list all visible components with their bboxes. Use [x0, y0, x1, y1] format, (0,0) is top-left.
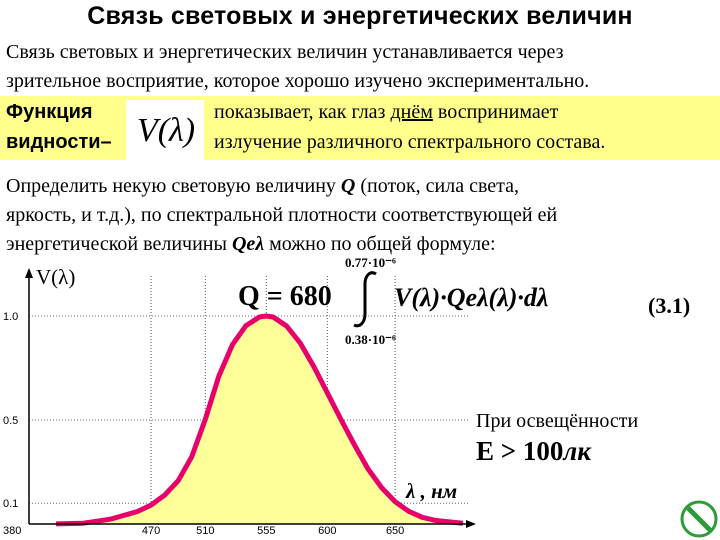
visibility-curve	[56, 313, 464, 527]
visibility-chart: V(λ) λ , нм 0.1 0.5 1.0 380 470 510 555 600 650	[3, 265, 476, 537]
visibility-function-symbol: V(λ)	[136, 112, 196, 149]
integral-sign	[353, 271, 377, 328]
quantity-q: Q	[340, 175, 356, 197]
x-tick-label: 470	[142, 525, 160, 537]
x-axis-arrow	[466, 520, 476, 528]
highlight-text-line-2: излучение различного спектрального соста…	[214, 131, 606, 153]
illumination-condition: E > 100лк	[476, 436, 591, 467]
highlight-text-post: воспринимает	[432, 101, 559, 123]
formula-upper-limit: 0.77·10⁻⁶	[345, 255, 396, 270]
intro-text: Связь световых и энергетических величин …	[6, 38, 716, 96]
intro-line-2: зрительное восприятие, которое хорошо из…	[6, 70, 590, 92]
paragraph-line-1-pre: Определить некую световую величину	[6, 175, 341, 197]
page-title: Связь световых и энергетических величин	[87, 2, 633, 30]
formula-integrand: V(λ)·Qeλ(λ)·dλ	[394, 283, 549, 312]
x-tick-label: 510	[196, 525, 214, 537]
x-tick-label: 555	[257, 525, 275, 537]
symbol-box	[126, 100, 204, 160]
paragraph-line-3-pre: энергетической величины	[6, 233, 232, 255]
y-axis-arrow	[25, 268, 33, 278]
x-tick-label: 650	[386, 525, 404, 537]
illumination-text: При освещённости	[476, 410, 639, 432]
quantity-qe: Qeλ	[231, 233, 265, 255]
y-tick-label: 1.0	[3, 311, 18, 323]
illumination-unit: лк	[563, 436, 591, 466]
function-label: Функция	[6, 101, 93, 123]
paragraph-line-3: энергетической величины Qeλ можно по общ…	[6, 230, 716, 259]
x-tick-label: 600	[318, 525, 336, 537]
paragraph-line-1-post: (поток, сила света,	[355, 175, 520, 197]
highlight-text-line-1: показывает, как глаз днём воспринимает	[214, 101, 558, 124]
highlight-band	[0, 96, 720, 160]
illumination-value: E > 100	[476, 436, 564, 466]
paragraph-line-3-post: можно по общей формуле:	[264, 233, 496, 255]
y-tick-label: 0.5	[3, 415, 18, 427]
formula-lower-limit: 0.38·10⁻⁶	[345, 332, 396, 347]
chart-tick-labels: 0.1 0.5 1.0 380 470 510 555 600 650	[3, 311, 404, 537]
paragraph-line-2: яркость, и т.д.), по спектральной плотно…	[6, 204, 558, 226]
no-entry-icon[interactable]	[680, 500, 718, 538]
x-axis-label: λ , нм	[405, 479, 457, 503]
highlight-text-day: днём	[390, 101, 433, 123]
intro-line-1: Связь световых и энергетических величин …	[6, 41, 564, 63]
formula-number: (3.1)	[648, 293, 691, 318]
definition-paragraph: Определить некую световую величину Q (по…	[6, 172, 716, 259]
highlight-text-pre: показывает, как глаз	[214, 101, 391, 123]
paragraph-line-1: Определить некую световую величину Q (по…	[6, 172, 716, 201]
y-tick-label: 0.1	[3, 498, 18, 510]
formula-lhs: Q = 680	[238, 281, 332, 312]
visibility-label: видности–	[6, 131, 112, 153]
y-axis-label: V(λ)	[36, 265, 75, 289]
x-tick-label: 380	[3, 525, 21, 537]
curve-area	[56, 316, 463, 524]
